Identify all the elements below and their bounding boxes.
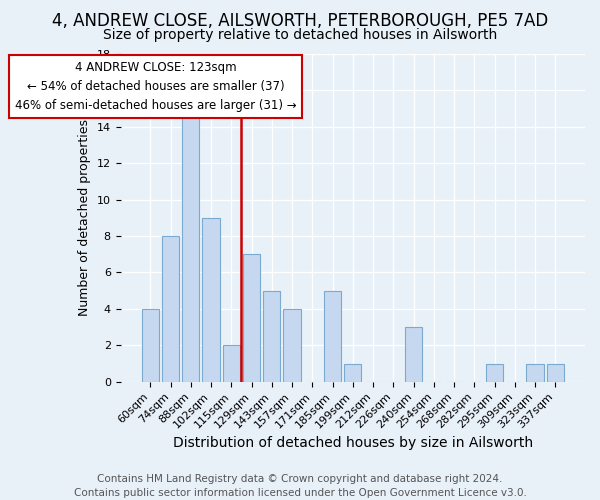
Bar: [486, 364, 503, 382]
Bar: [202, 218, 220, 382]
Bar: [142, 309, 159, 382]
Text: 4 ANDREW CLOSE: 123sqm
← 54% of detached houses are smaller (37)
46% of semi-det: 4 ANDREW CLOSE: 123sqm ← 54% of detached…: [15, 62, 296, 112]
X-axis label: Distribution of detached houses by size in Ailsworth: Distribution of detached houses by size …: [173, 436, 533, 450]
Bar: [344, 364, 361, 382]
Bar: [243, 254, 260, 382]
Bar: [324, 290, 341, 382]
Bar: [223, 346, 240, 382]
Text: Size of property relative to detached houses in Ailsworth: Size of property relative to detached ho…: [103, 28, 497, 42]
Text: 4, ANDREW CLOSE, AILSWORTH, PETERBOROUGH, PE5 7AD: 4, ANDREW CLOSE, AILSWORTH, PETERBOROUGH…: [52, 12, 548, 30]
Text: Contains HM Land Registry data © Crown copyright and database right 2024.
Contai: Contains HM Land Registry data © Crown c…: [74, 474, 526, 498]
Bar: [547, 364, 564, 382]
Bar: [405, 327, 422, 382]
Bar: [526, 364, 544, 382]
Y-axis label: Number of detached properties: Number of detached properties: [78, 120, 91, 316]
Bar: [283, 309, 301, 382]
Bar: [182, 108, 199, 382]
Bar: [162, 236, 179, 382]
Bar: [263, 290, 280, 382]
